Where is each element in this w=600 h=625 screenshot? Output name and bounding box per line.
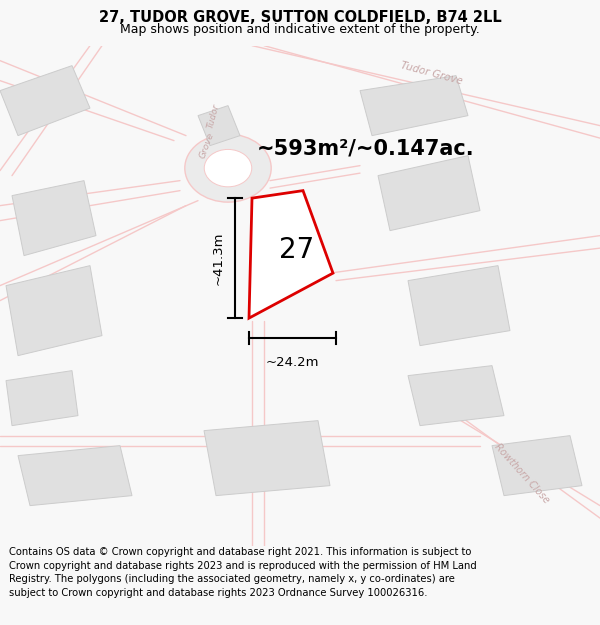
Polygon shape [378, 156, 480, 231]
Polygon shape [12, 181, 96, 256]
Text: Map shows position and indicative extent of the property.: Map shows position and indicative extent… [120, 24, 480, 36]
Polygon shape [0, 66, 90, 136]
Ellipse shape [185, 134, 271, 202]
Polygon shape [18, 446, 132, 506]
Text: ~24.2m: ~24.2m [266, 356, 319, 369]
Text: Rowthorn Close: Rowthorn Close [493, 441, 551, 505]
Text: Tudor Grove: Tudor Grove [400, 60, 464, 86]
Text: Tudor: Tudor [205, 102, 221, 129]
Text: ~593m²/~0.147ac.: ~593m²/~0.147ac. [257, 138, 475, 158]
Text: Contains OS data © Crown copyright and database right 2021. This information is : Contains OS data © Crown copyright and d… [9, 548, 477, 598]
Text: Grove: Grove [198, 131, 216, 160]
Polygon shape [408, 366, 504, 426]
Text: 27, TUDOR GROVE, SUTTON COLDFIELD, B74 2LL: 27, TUDOR GROVE, SUTTON COLDFIELD, B74 2… [98, 10, 502, 25]
Polygon shape [249, 191, 333, 318]
Polygon shape [492, 436, 582, 496]
Polygon shape [6, 266, 102, 356]
Ellipse shape [204, 149, 252, 187]
Text: ~41.3m: ~41.3m [211, 231, 224, 285]
Polygon shape [360, 76, 468, 136]
Polygon shape [204, 421, 330, 496]
Polygon shape [198, 106, 240, 146]
Polygon shape [408, 266, 510, 346]
Polygon shape [6, 371, 78, 426]
Text: 27: 27 [278, 236, 314, 264]
